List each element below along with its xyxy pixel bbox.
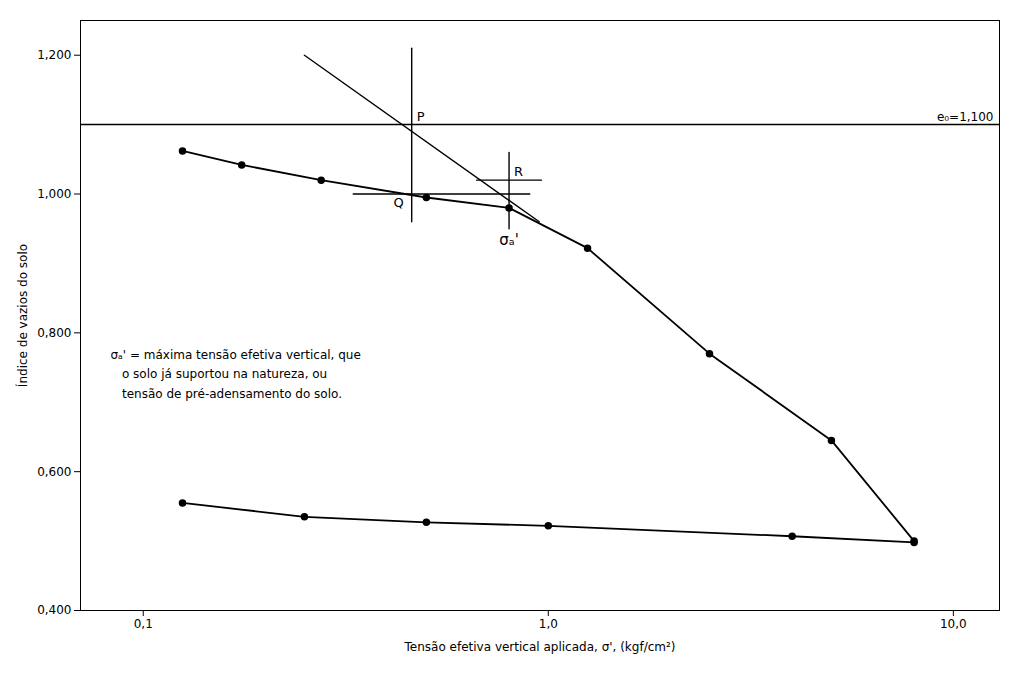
svg-text:1,0: 1,0 — [539, 617, 558, 631]
svg-text:0,1: 0,1 — [134, 617, 153, 631]
svg-text:0,800: 0,800 — [37, 326, 71, 340]
svg-text:Q: Q — [393, 195, 403, 210]
svg-text:R: R — [514, 164, 523, 179]
svg-text:10,0: 10,0 — [940, 617, 967, 631]
svg-text:σₐ' = máxima tensão efetiva ve: σₐ' = máxima tensão efetiva vertical, qu… — [111, 348, 361, 400]
svg-text:Tensão efetiva vertical aplica: Tensão efetiva vertical aplicada, σ', (k… — [404, 640, 676, 654]
svg-text:P: P — [417, 109, 425, 124]
svg-text:σₐ': σₐ' — [499, 231, 519, 249]
svg-text:1,200: 1,200 — [37, 48, 71, 62]
svg-text:e₀=1,100: e₀=1,100 — [937, 110, 994, 124]
svg-text:Índice de vazios do solo: Índice de vazios do solo — [15, 244, 30, 387]
svg-text:0,600: 0,600 — [37, 465, 71, 479]
svg-text:1,000: 1,000 — [37, 187, 71, 201]
svg-text:0,400: 0,400 — [37, 603, 71, 617]
